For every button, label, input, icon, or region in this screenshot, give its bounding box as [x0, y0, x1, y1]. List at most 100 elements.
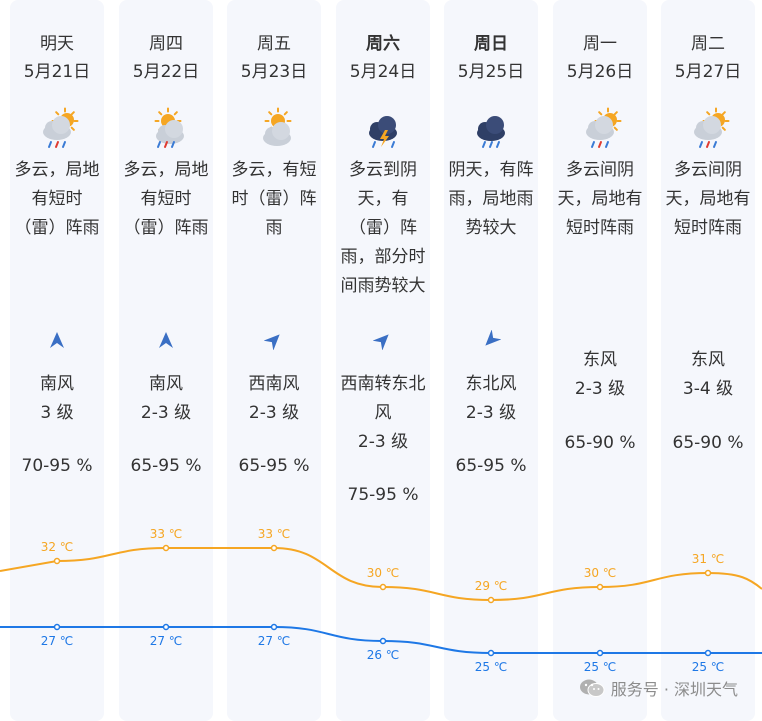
humidity: 65-95 % [238, 456, 310, 476]
low-temp-label: 27 ℃ [258, 634, 291, 648]
weather-desc-line: 短时阵雨 [674, 218, 742, 238]
weather-desc-line: 天，局地有 [665, 189, 751, 209]
wind-level: 2-3 级 [140, 403, 192, 423]
wind-info: 南风 2-3 级 [112, 370, 220, 428]
low-temp-label: 27 ℃ [41, 634, 74, 648]
weather-desc-line: 有短时 [140, 189, 192, 209]
wind-level: 3 级 [40, 403, 74, 423]
wind-level: 2-3 级 [574, 379, 626, 399]
high-temp-label: 30 ℃ [367, 566, 400, 580]
wind-level: 2-3 级 [465, 403, 517, 423]
weather-desc-line: 雨，局地雨 [448, 189, 534, 209]
high-temp-point [596, 583, 604, 591]
weather-desc: 多云到阴天，有 （雷）阵雨，部分时间雨势较大 [329, 156, 437, 301]
wind-arrow-icon [159, 332, 173, 348]
weather-desc-line: （雷）阵 [349, 218, 417, 238]
wind-direction: 东风 [583, 350, 617, 370]
weather-desc-line: 多云，局地 [14, 160, 100, 180]
weather-desc-line: 雨，部分时 [340, 247, 426, 267]
wind-arrow-icon [50, 332, 64, 348]
low-temp-label: 26 ℃ [367, 648, 400, 662]
low-temp-point [270, 623, 278, 631]
high-temp-label: 33 ℃ [150, 527, 183, 541]
weather-desc: 多云间阴天，局地有短时阵雨 [654, 156, 762, 243]
humidity: 65-90 % [564, 433, 636, 453]
wind-info: 西南转东北风 2-3 级 [329, 370, 437, 457]
wind-direction-cont: 风 [374, 403, 392, 423]
high-temp-point [53, 557, 61, 565]
weather-desc: 多云，局地 有短时 （雷）阵雨 [3, 156, 111, 243]
weather-desc-line: （雷）阵雨 [123, 218, 209, 238]
wind-direction: 西南转东北 [340, 374, 426, 394]
low-temp-point [53, 623, 61, 631]
weather-desc-line: 短时阵雨 [566, 218, 634, 238]
wechat-icon [579, 679, 605, 697]
weather-desc-line: 多云到阴 [349, 160, 417, 180]
day-date: 5月24日 [349, 62, 417, 82]
high-temp-label: 29 ℃ [475, 579, 508, 593]
wind-arrow-icon [485, 330, 501, 346]
weather-desc-line: 阴天，有阵 [448, 160, 534, 180]
high-temp-point [270, 544, 278, 552]
cloud-rain-sun-icon [43, 107, 79, 148]
high-temp-point [379, 583, 387, 591]
weather-desc-line: 间雨势较大 [340, 276, 426, 296]
footer: 服务号 · 深圳天气 [579, 676, 738, 700]
low-temp-label: 25 ℃ [692, 660, 725, 674]
humidity: 65-95 % [130, 456, 202, 476]
day-date: 5月27日 [674, 62, 742, 82]
wind-info: 东北风 2-3 级 [437, 370, 545, 428]
high-temp-label: 32 ℃ [41, 540, 74, 554]
wind-info: 南风 3 级 [3, 370, 111, 428]
sun-cloud-rain-icon [154, 107, 184, 148]
day-label: 周二 [691, 34, 725, 54]
weather-desc: 多云，有短时（雷）阵雨 [220, 156, 328, 243]
sun-cloud-icon [263, 107, 292, 146]
weather-desc-line: 多云，有短 [231, 160, 317, 180]
weather-desc: 多云间阴 天，局地有 短时阵雨 [546, 156, 654, 243]
day-date: 5月21日 [23, 62, 91, 82]
low-temp-point [487, 649, 495, 657]
day-label: 明天 [40, 34, 74, 54]
weather-desc-line: 雨 [265, 218, 283, 238]
wind-direction: 南风 [40, 374, 74, 394]
temperature-chart: 32 ℃ 33 ℃ 33 ℃ 30 ℃ 29 ℃ 30 ℃ 31 ℃ 27 ℃ 27 ℃ 27 ℃… [0, 527, 762, 674]
cloud-rain-icon [477, 116, 505, 148]
wind-info: 东风 2-3 级 [546, 346, 654, 404]
low-temp-point [704, 649, 712, 657]
wind-arrow-icon [373, 334, 389, 350]
wind-direction: 西南风 [248, 374, 300, 394]
day-date: 5月22日 [132, 62, 200, 82]
humidity: 70-95 % [21, 456, 93, 476]
cloud-rain-sun-icon [694, 107, 730, 148]
day-date: 5月23日 [240, 62, 308, 82]
wind-direction: 南风 [149, 374, 183, 394]
cloud-rain-sun-icon [586, 107, 622, 148]
wind-direction: 东风 [691, 350, 725, 370]
high-temp-point [487, 596, 495, 604]
wind-level: 2-3 级 [248, 403, 300, 423]
weather-desc-line: 时（雷）阵 [231, 189, 317, 209]
wind-arrow-icon [264, 334, 280, 350]
low-temp-label: 25 ℃ [584, 660, 617, 674]
low-temp-label: 27 ℃ [150, 634, 183, 648]
day-label: 周四 [149, 34, 183, 54]
weather-desc-line: 势较大 [465, 218, 517, 238]
day-label: 周日 [474, 34, 508, 54]
footer-text: 服务号 · 深圳天气 [610, 680, 738, 699]
day-label: 周五 [257, 34, 291, 54]
weather-desc-line: 天，局地有 [557, 189, 643, 209]
weather-desc-line: 多云，局地 [123, 160, 209, 180]
humidity: 75-95 % [347, 485, 419, 505]
weather-desc-line: （雷）阵雨 [14, 218, 100, 238]
low-temp-point [596, 649, 604, 657]
day-label: 周六 [366, 34, 400, 54]
weather-desc: 多云，局地有短时 （雷）阵雨 [112, 156, 220, 243]
low-temp-label: 25 ℃ [475, 660, 508, 674]
wind-info: 西南风 2-3 级 [220, 370, 328, 428]
day-date: 5月26日 [566, 62, 634, 82]
wind-direction: 东北风 [465, 374, 517, 394]
weather-desc-line: 多云间阴 [674, 160, 742, 180]
weather-desc-line: 天，有 [357, 189, 409, 209]
wind-info: 东风 3-4 级 [654, 346, 762, 404]
